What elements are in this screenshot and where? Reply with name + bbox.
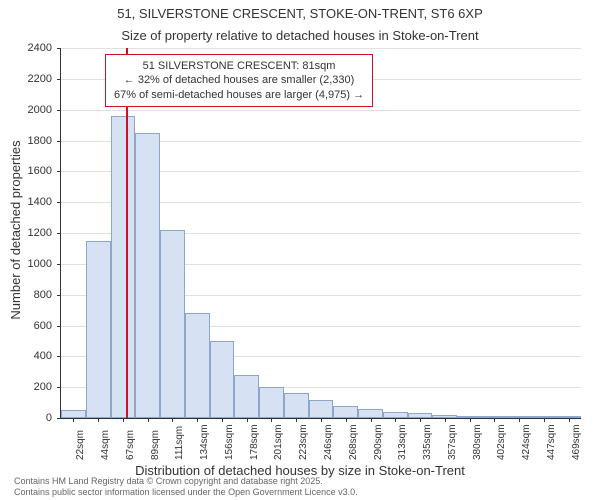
histogram-bar xyxy=(185,313,210,418)
histogram-bar xyxy=(507,416,532,418)
x-tick-label: 469sqm xyxy=(571,424,582,460)
histogram-bar xyxy=(383,412,408,418)
y-tick-label: 600 xyxy=(12,320,52,332)
histogram-bar xyxy=(111,116,136,418)
x-tick-label: 268sqm xyxy=(348,424,359,460)
x-tick-mark xyxy=(494,418,495,422)
y-tick-label: 1200 xyxy=(12,227,52,239)
x-tick-label: 223sqm xyxy=(298,424,309,460)
histogram-bar xyxy=(234,375,259,418)
x-tick-mark xyxy=(519,418,520,422)
footer-line-2: Contains public sector information licen… xyxy=(14,487,358,498)
x-tick-label: 447sqm xyxy=(546,424,557,460)
histogram-bar xyxy=(160,230,185,418)
y-tick-label: 0 xyxy=(12,412,52,424)
x-tick-mark xyxy=(172,418,173,422)
x-tick-mark xyxy=(346,418,347,422)
y-tick-label: 1000 xyxy=(12,258,52,270)
annotation-line-3: 67% of semi-detached houses are larger (… xyxy=(114,88,364,102)
x-tick-mark xyxy=(470,418,471,422)
x-tick-mark xyxy=(420,418,421,422)
x-tick-mark xyxy=(247,418,248,422)
x-tick-label: 313sqm xyxy=(397,424,408,460)
histogram-bar xyxy=(556,416,581,418)
x-tick-label: 44sqm xyxy=(100,430,111,460)
x-tick-label: 290sqm xyxy=(373,424,384,460)
annotation-line-1: 51 SILVERSTONE CRESCENT: 81sqm xyxy=(114,59,364,73)
x-tick-label: 111sqm xyxy=(174,426,185,460)
annotation-line-2: ← 32% of detached houses are smaller (2,… xyxy=(114,73,364,87)
y-tick-label: 2400 xyxy=(12,42,52,54)
y-tick-label: 400 xyxy=(12,350,52,362)
x-tick-label: 67sqm xyxy=(125,430,136,460)
x-tick-mark xyxy=(445,418,446,422)
histogram-bar xyxy=(86,241,111,418)
y-tick-label: 800 xyxy=(12,289,52,301)
histogram-bar xyxy=(284,393,309,418)
histogram-bar xyxy=(259,387,284,418)
x-tick-mark xyxy=(271,418,272,422)
y-tick-label: 1600 xyxy=(12,165,52,177)
y-tick-label: 2200 xyxy=(12,73,52,85)
y-tick-label: 1800 xyxy=(12,135,52,147)
x-tick-label: 156sqm xyxy=(224,424,235,460)
x-tick-label: 424sqm xyxy=(521,424,532,460)
x-tick-mark xyxy=(569,418,570,422)
x-tick-label: 335sqm xyxy=(422,424,433,460)
y-tick-label: 2000 xyxy=(12,104,52,116)
x-tick-mark xyxy=(197,418,198,422)
y-tick-mark xyxy=(57,418,61,419)
histogram-bar xyxy=(432,415,457,418)
x-tick-mark xyxy=(222,418,223,422)
y-tick-label: 1400 xyxy=(12,196,52,208)
x-tick-mark xyxy=(123,418,124,422)
x-tick-mark xyxy=(395,418,396,422)
chart-title-line2: Size of property relative to detached ho… xyxy=(0,22,600,44)
x-tick-label: 380sqm xyxy=(472,424,483,460)
annotation-box: 51 SILVERSTONE CRESCENT: 81sqm ← 32% of … xyxy=(105,54,373,107)
chart-root: 51, SILVERSTONE CRESCENT, STOKE-ON-TRENT… xyxy=(0,0,600,500)
histogram-bar xyxy=(61,410,86,418)
x-tick-mark xyxy=(98,418,99,422)
x-tick-mark xyxy=(544,418,545,422)
y-tick-label: 200 xyxy=(12,381,52,393)
x-tick-mark xyxy=(371,418,372,422)
footer-line-1: Contains HM Land Registry data © Crown c… xyxy=(14,476,358,487)
histogram-bar xyxy=(309,400,334,419)
chart-title-line1: 51, SILVERSTONE CRESCENT, STOKE-ON-TRENT… xyxy=(0,0,600,22)
histogram-bar xyxy=(210,341,235,418)
x-tick-mark xyxy=(321,418,322,422)
x-tick-mark xyxy=(296,418,297,422)
x-tick-label: 89sqm xyxy=(150,430,161,460)
x-tick-label: 402sqm xyxy=(496,424,507,460)
x-tick-mark xyxy=(73,418,74,422)
histogram-bar xyxy=(408,413,433,418)
x-tick-label: 357sqm xyxy=(447,424,458,460)
histogram-bar xyxy=(333,406,358,418)
x-tick-label: 246sqm xyxy=(323,424,334,460)
histogram-bar xyxy=(457,416,482,418)
x-tick-label: 134sqm xyxy=(199,424,210,460)
x-tick-label: 178sqm xyxy=(249,424,260,460)
x-tick-label: 201sqm xyxy=(273,424,284,460)
histogram-bar xyxy=(482,416,507,418)
histogram-bar xyxy=(531,416,556,418)
footer-text: Contains HM Land Registry data © Crown c… xyxy=(14,476,358,498)
x-tick-label: 22sqm xyxy=(75,430,86,460)
histogram-bar xyxy=(358,409,383,418)
histogram-bar xyxy=(135,133,160,418)
x-tick-mark xyxy=(148,418,149,422)
